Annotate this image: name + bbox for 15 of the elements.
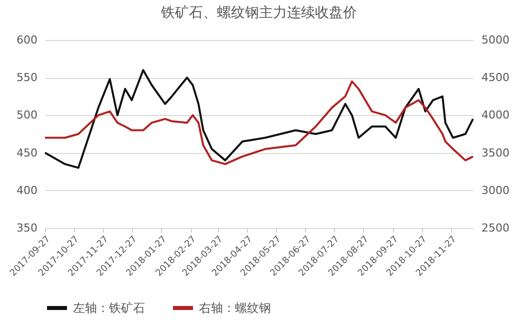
- y2-tick-label: 3500: [482, 146, 510, 160]
- y-tick-label: 350: [16, 222, 38, 234]
- y2-tick-label: 5000: [482, 34, 510, 46]
- y-tick-label: 600: [16, 34, 38, 46]
- y-tick-label: 400: [16, 184, 38, 197]
- y-tick-label: 500: [16, 108, 38, 122]
- chart-title: 铁矿石、螺纹钢主力连续收盘价: [160, 5, 357, 21]
- y2-tick-label: 2500: [482, 222, 510, 234]
- legend-label: 左轴：铁矿石: [73, 301, 145, 315]
- y2-tick-label: 4500: [482, 71, 510, 84]
- y-tick-label: 550: [16, 71, 38, 84]
- y-tick-label: 450: [16, 146, 38, 160]
- y2-tick-label: 4000: [482, 108, 510, 122]
- y2-tick-label: 3000: [482, 184, 510, 197]
- legend-label: 右轴：螺纹钢: [199, 301, 271, 315]
